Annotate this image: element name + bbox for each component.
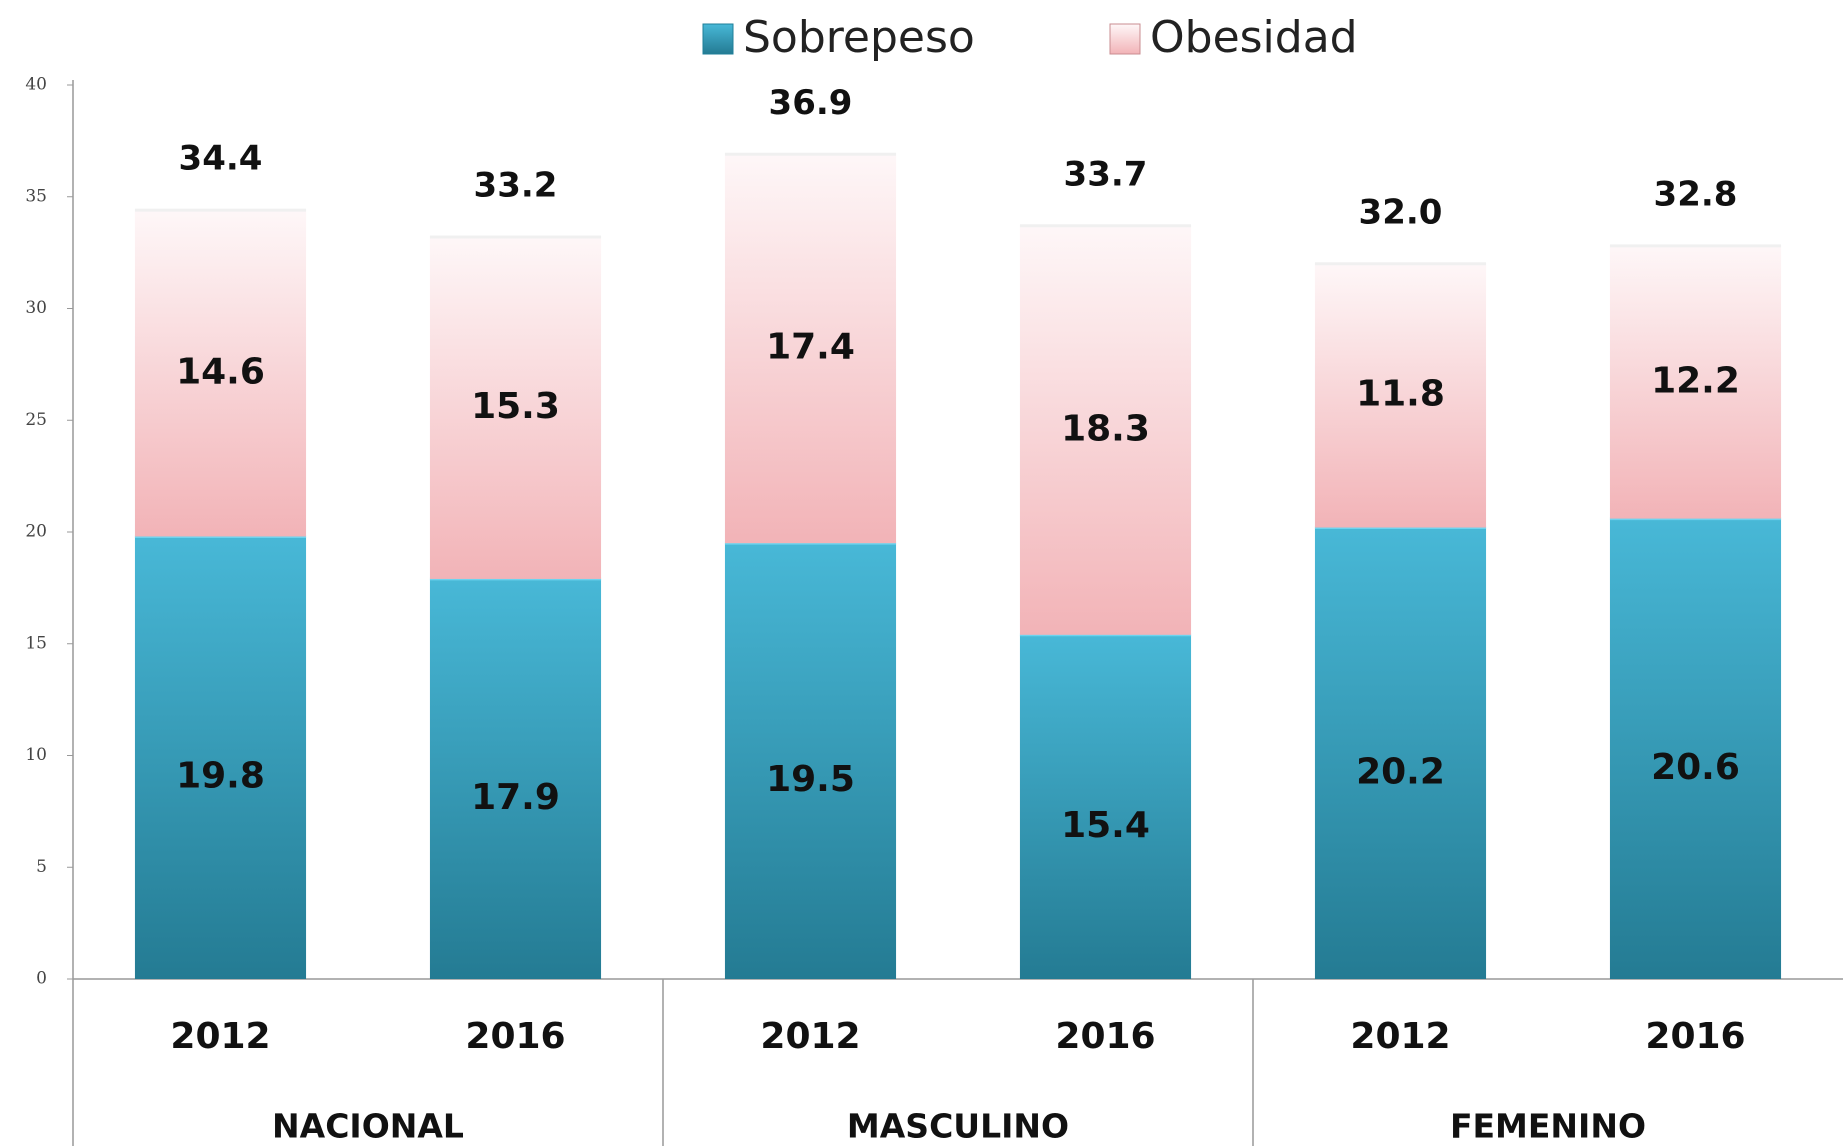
x-tick-label: 2016 (1055, 1016, 1155, 1057)
value-label: 11.8 (1356, 374, 1445, 415)
value-label: 20.2 (1356, 751, 1445, 792)
value-label: 18.3 (1061, 408, 1150, 449)
y-tick-label: 0 (36, 969, 47, 989)
bar-segment (1019, 634, 1192, 979)
total-label: 32.8 (1654, 174, 1738, 214)
x-tick-label: 2016 (1645, 1016, 1745, 1057)
bar-segment (134, 210, 307, 537)
total-label: 36.9 (769, 83, 853, 123)
total-label: 33.2 (474, 165, 558, 205)
bar-segment (724, 543, 897, 979)
group-label: NACIONAL (272, 1107, 464, 1146)
value-label: 12.2 (1651, 360, 1740, 401)
value-label: 19.5 (766, 759, 855, 800)
y-tick-label: 30 (25, 298, 47, 318)
group-label: MASCULINO (847, 1107, 1069, 1146)
y-tick-label: 25 (25, 410, 47, 430)
total-label: 32.0 (1359, 192, 1443, 232)
value-label: 17.9 (471, 777, 560, 818)
value-label: 19.8 (176, 756, 265, 797)
y-tick-label: 10 (25, 745, 47, 765)
bar-segment (1314, 263, 1487, 528)
value-label: 17.4 (766, 327, 855, 368)
value-label: 14.6 (176, 351, 265, 392)
bar-segment (1609, 518, 1782, 979)
legend-label: Sobrepeso (743, 12, 975, 63)
bar-segment (429, 578, 602, 979)
x-tick-label: 2012 (1350, 1016, 1450, 1057)
total-label: 34.4 (179, 139, 263, 179)
y-tick-label: 35 (25, 186, 47, 206)
y-tick-label: 5 (36, 857, 47, 877)
value-label: 15.4 (1061, 805, 1150, 846)
value-label: 20.6 (1651, 747, 1740, 788)
x-tick-label: 2016 (465, 1016, 565, 1057)
y-tick-label: 40 (25, 75, 47, 95)
bar-segment (1314, 527, 1487, 979)
y-tick-label: 15 (25, 633, 47, 653)
value-label: 15.3 (471, 386, 560, 427)
bar-segment (1019, 225, 1192, 635)
bar-segment (429, 236, 602, 579)
legend-swatch (1109, 23, 1141, 55)
legend-label: Obesidad (1150, 12, 1358, 63)
legend-swatch (702, 23, 734, 55)
bar-segment (134, 536, 307, 979)
bar-segment (1609, 245, 1782, 519)
x-tick-label: 2012 (170, 1016, 270, 1057)
y-tick-label: 20 (25, 522, 47, 542)
total-label: 33.7 (1064, 154, 1148, 194)
x-tick-label: 2012 (760, 1016, 860, 1057)
bar-segment (724, 154, 897, 544)
group-label: FEMENINO (1450, 1107, 1646, 1146)
